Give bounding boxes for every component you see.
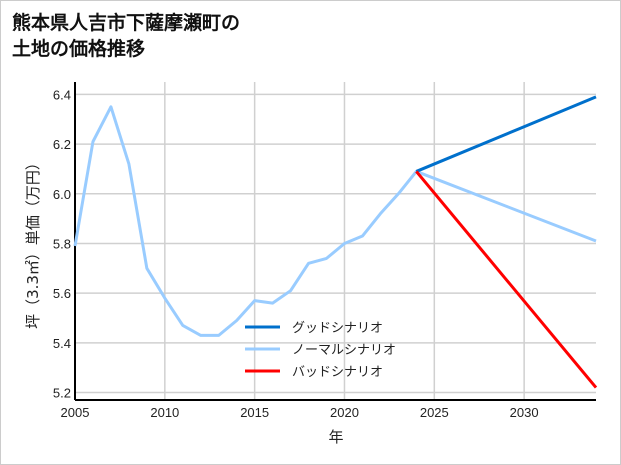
y-tick-label: 6.4: [53, 87, 71, 102]
legend-label: ノーマルシナリオ: [292, 343, 396, 358]
y-tick-label: 5.6: [53, 286, 71, 301]
x-tick-label: 2030: [510, 405, 539, 420]
x-tick-label: 2025: [420, 405, 449, 420]
x-tick-label: 2015: [240, 405, 269, 420]
y-tick-label: 6.2: [53, 137, 71, 152]
x-axis-label: 年: [328, 428, 343, 446]
chart-title-line-2: 土地の価格推移: [12, 38, 146, 60]
y-axis-label: 坪（3.3㎡）単価（万円）: [24, 155, 42, 329]
y-tick-label: 6.0: [53, 187, 71, 202]
x-tick-label: 2010: [150, 405, 179, 420]
chart-title: 熊本県人吉市下薩摩瀬町の 土地の価格推移: [12, 10, 240, 62]
y-tick-label: 5.8: [53, 236, 71, 251]
y-tick-label: 5.2: [53, 386, 71, 401]
series-line: [73, 105, 597, 337]
chart-title-line-1: 熊本県人吉市下薩摩瀬町の: [12, 12, 241, 34]
y-tick-label: 5.4: [53, 336, 71, 351]
legend-label: グッドシナリオ: [292, 321, 383, 336]
series-line: [415, 170, 598, 389]
series-line: [415, 95, 597, 173]
x-tick-label: 2020: [330, 405, 359, 420]
legend-label: バッドシナリオ: [292, 365, 383, 380]
x-tick-label: 2005: [61, 405, 90, 420]
